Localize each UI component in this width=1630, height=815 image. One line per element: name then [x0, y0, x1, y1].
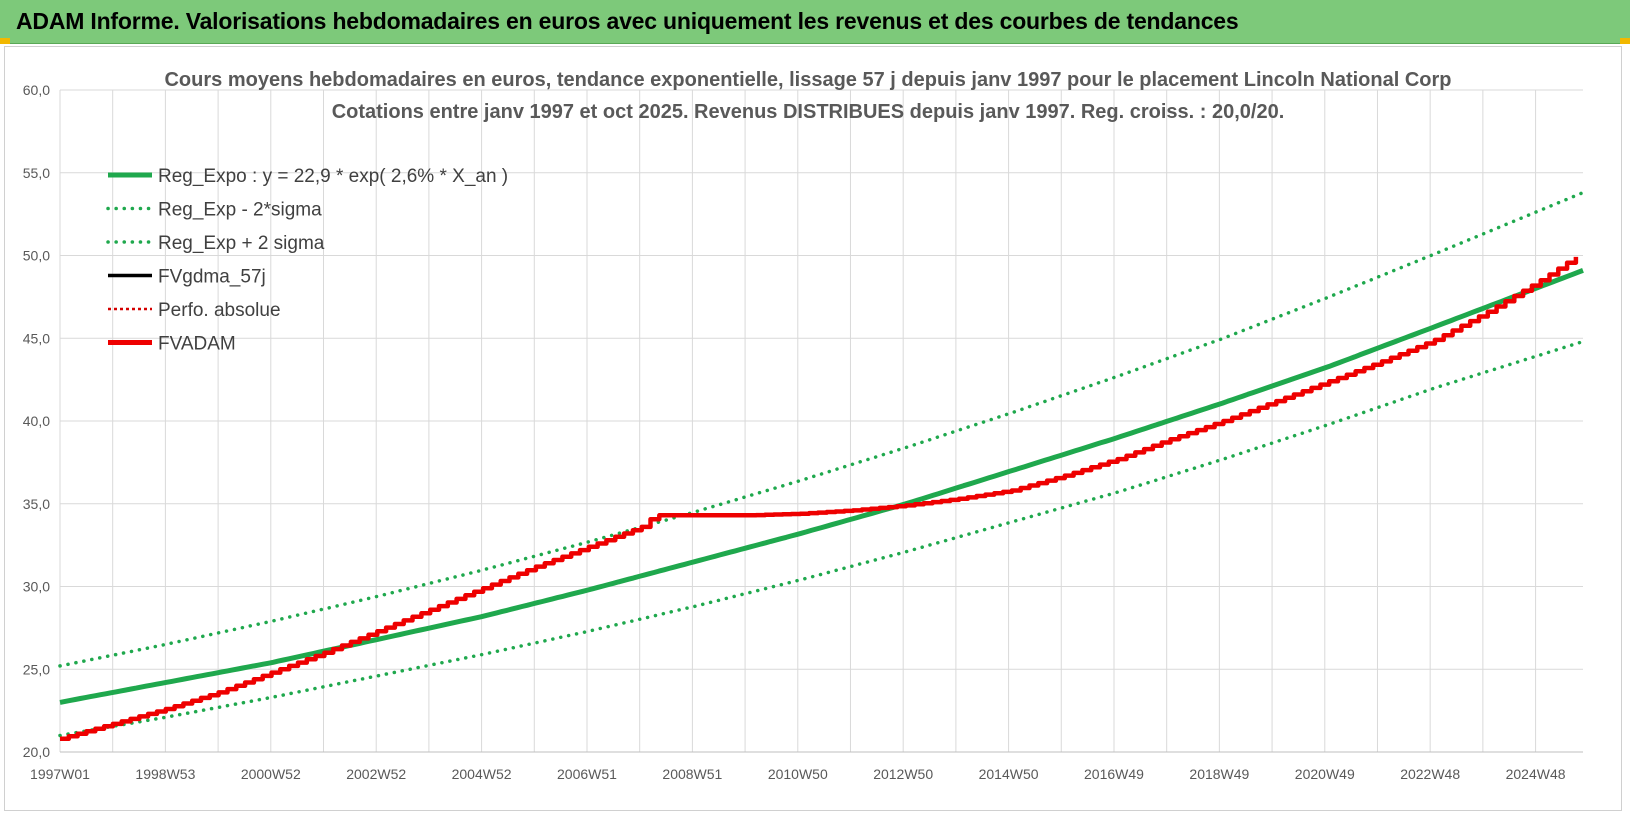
report-title: ADAM Informe. Valorisations hebdomadaire… [16, 8, 1239, 34]
x-tick-label: 2018W49 [1189, 766, 1249, 782]
series-line-5 [60, 256, 1579, 742]
series-line-0 [59, 268, 1584, 705]
report-banner: ADAM Informe. Valorisations hebdomadaire… [0, 0, 1630, 44]
legend-label-3: FVgdma_57j [158, 267, 266, 288]
legend-label-5: FVADAM [158, 334, 236, 355]
legend-label-4: Perfo. absolue [158, 300, 281, 321]
corner-marker-right [1620, 38, 1630, 44]
grid [59, 89, 1583, 753]
y-tick-label: 25,0 [23, 661, 50, 677]
x-tick-label: 2004W52 [452, 766, 512, 782]
x-tick-label: 2024W48 [1506, 766, 1566, 782]
y-tick-label: 45,0 [23, 330, 50, 346]
legend-label-0: Reg_Expo : y = 22,9 * exp( 2,6% * X_an ) [158, 166, 508, 187]
series-line-1 [58, 339, 1585, 738]
x-tick-label: 2022W48 [1400, 766, 1460, 782]
y-tick-label: 40,0 [23, 413, 50, 429]
series-layer [58, 190, 1585, 742]
y-tick-label: 20,0 [23, 744, 50, 760]
x-tick-label: 2008W51 [662, 766, 722, 782]
chart-frame [4, 46, 1622, 811]
x-tick-label: 2010W50 [768, 766, 828, 782]
legend: Reg_Expo : y = 22,9 * exp( 2,6% * X_an )… [106, 166, 508, 355]
legend-label-2: Reg_Exp + 2 sigma [158, 233, 325, 254]
legend-label-1: Reg_Exp - 2*sigma [158, 200, 322, 221]
x-tick-label: 2016W49 [1084, 766, 1144, 782]
x-tick-label: 2012W50 [873, 766, 933, 782]
y-tick-label: 50,0 [23, 248, 50, 264]
series-line-2 [58, 190, 1585, 668]
x-tick-label: 2000W52 [241, 766, 301, 782]
y-tick-label: 30,0 [23, 579, 50, 595]
chart-title-line1: Cours moyens hebdomadaires en euros, ten… [164, 69, 1451, 91]
y-tick-label: 55,0 [23, 165, 50, 181]
axes: 20,0 25,0 30,0 35,0 40,0 45,0 50,0 55,0 60,0 1997… [23, 82, 1583, 782]
y-tick-label: 60,0 [23, 82, 50, 98]
x-tick-label: 2020W49 [1295, 766, 1355, 782]
x-tick-label: 2002W52 [346, 766, 406, 782]
y-tick-label: 35,0 [23, 496, 50, 512]
x-tick-label: 2014W50 [979, 766, 1039, 782]
x-tick-label: 1997W01 [30, 766, 90, 782]
x-tick-label: 1998W53 [135, 766, 195, 782]
x-tick-label: 2006W51 [557, 766, 617, 782]
chart-title-line2: Cotations entre janv 1997 et oct 2025. R… [332, 101, 1285, 123]
corner-marker-left [0, 38, 10, 44]
